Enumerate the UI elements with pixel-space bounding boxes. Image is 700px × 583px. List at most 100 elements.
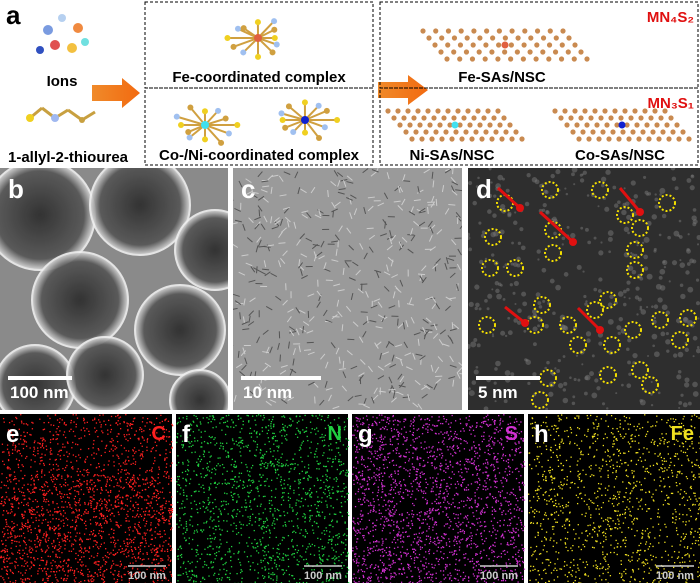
speckle — [618, 317, 624, 322]
signal-dot — [195, 490, 197, 492]
signal-dot — [322, 491, 325, 494]
signal-dot — [322, 560, 324, 562]
signal-dot — [277, 450, 279, 452]
carbon-atom — [660, 129, 666, 135]
atom — [173, 113, 180, 120]
signal-dot — [12, 526, 14, 529]
signal-dot — [265, 554, 267, 556]
speckle — [692, 222, 697, 227]
signal-dot — [40, 513, 43, 515]
signal-dot — [426, 513, 428, 515]
signal-dot — [199, 502, 201, 504]
signal-dot — [143, 532, 145, 534]
lattice-fringe — [433, 323, 438, 331]
signal-dot — [26, 432, 29, 434]
signal-dot — [160, 557, 162, 560]
signal-dot — [190, 424, 193, 426]
signal-dot — [153, 581, 155, 583]
signal-dot — [24, 537, 26, 539]
signal-dot — [275, 469, 277, 472]
carbon-atom — [646, 136, 652, 142]
signal-dot — [346, 528, 348, 530]
signal-dot — [159, 536, 162, 538]
signal-dot — [242, 524, 244, 526]
signal-dot — [303, 431, 305, 433]
signal-dot — [72, 480, 74, 483]
carbon-atom — [457, 56, 463, 62]
signal-dot — [103, 522, 106, 524]
signal-dot — [34, 513, 36, 516]
signal-dot — [168, 537, 170, 539]
signal-dot — [17, 564, 19, 567]
signal-dot — [303, 477, 306, 479]
signal-dot — [182, 500, 184, 502]
signal-dot — [383, 499, 385, 501]
signal-dot — [158, 512, 160, 514]
signal-dot — [233, 509, 235, 511]
signal-dot — [78, 510, 80, 512]
signal-dot — [59, 510, 61, 512]
signal-dot — [171, 423, 173, 426]
signal-dot — [132, 482, 135, 484]
speckle — [491, 253, 495, 257]
lattice-fringe — [367, 365, 373, 373]
carbon-atom — [572, 42, 578, 48]
signal-dot — [219, 457, 221, 459]
signal-dot — [126, 538, 128, 540]
signal-dot — [155, 428, 158, 430]
signal-dot — [105, 483, 108, 485]
signal-dot — [63, 560, 65, 563]
signal-dot — [8, 474, 11, 476]
signal-dot — [401, 513, 403, 515]
signal-dot — [103, 464, 105, 466]
signal-dot — [68, 559, 70, 561]
signal-dot — [43, 422, 45, 424]
signal-dot — [210, 562, 212, 564]
speckle — [676, 374, 682, 380]
signal-dot — [32, 422, 34, 424]
signal-dot — [326, 506, 328, 508]
signal-dot — [101, 536, 103, 538]
signal-dot — [270, 500, 272, 502]
signal-dot — [117, 496, 119, 498]
carbon-atom — [628, 115, 634, 121]
signal-dot — [99, 523, 102, 526]
carbon-atom — [444, 56, 450, 62]
signal-dot — [17, 497, 19, 499]
signal-dot — [14, 540, 16, 543]
signal-dot — [273, 527, 276, 529]
signal-dot — [266, 432, 268, 435]
carbon-atom — [487, 122, 493, 128]
speckle — [583, 294, 587, 299]
speckle — [516, 256, 521, 262]
signal-dot — [129, 526, 131, 528]
signal-dot — [47, 490, 49, 493]
signal-dot — [330, 443, 332, 445]
signal-dot — [166, 463, 168, 465]
signal-dot — [161, 517, 163, 519]
signal-dot — [274, 435, 277, 437]
carbon-atom — [457, 42, 464, 48]
signal-dot — [46, 534, 49, 536]
lattice-fringe — [369, 319, 377, 323]
speckle — [497, 174, 504, 181]
speckle — [646, 220, 652, 226]
signal-dot — [343, 429, 346, 431]
signal-dot — [53, 541, 55, 543]
signal-dot — [274, 468, 276, 471]
signal-dot — [103, 420, 105, 422]
signal-dot — [146, 446, 148, 448]
signal-dot — [473, 462, 475, 464]
signal-dot — [282, 499, 285, 501]
signal-dot — [132, 530, 134, 532]
carbon-atom — [638, 115, 644, 121]
signal-dot — [155, 551, 158, 554]
signal-dot — [151, 516, 154, 518]
lattice-fringe — [395, 344, 403, 348]
signal-dot — [39, 443, 41, 445]
signal-dot — [77, 443, 79, 446]
speckle — [572, 395, 576, 399]
lattice-fringe — [262, 329, 269, 335]
signal-dot — [155, 571, 158, 573]
lattice-fringe — [282, 206, 290, 210]
